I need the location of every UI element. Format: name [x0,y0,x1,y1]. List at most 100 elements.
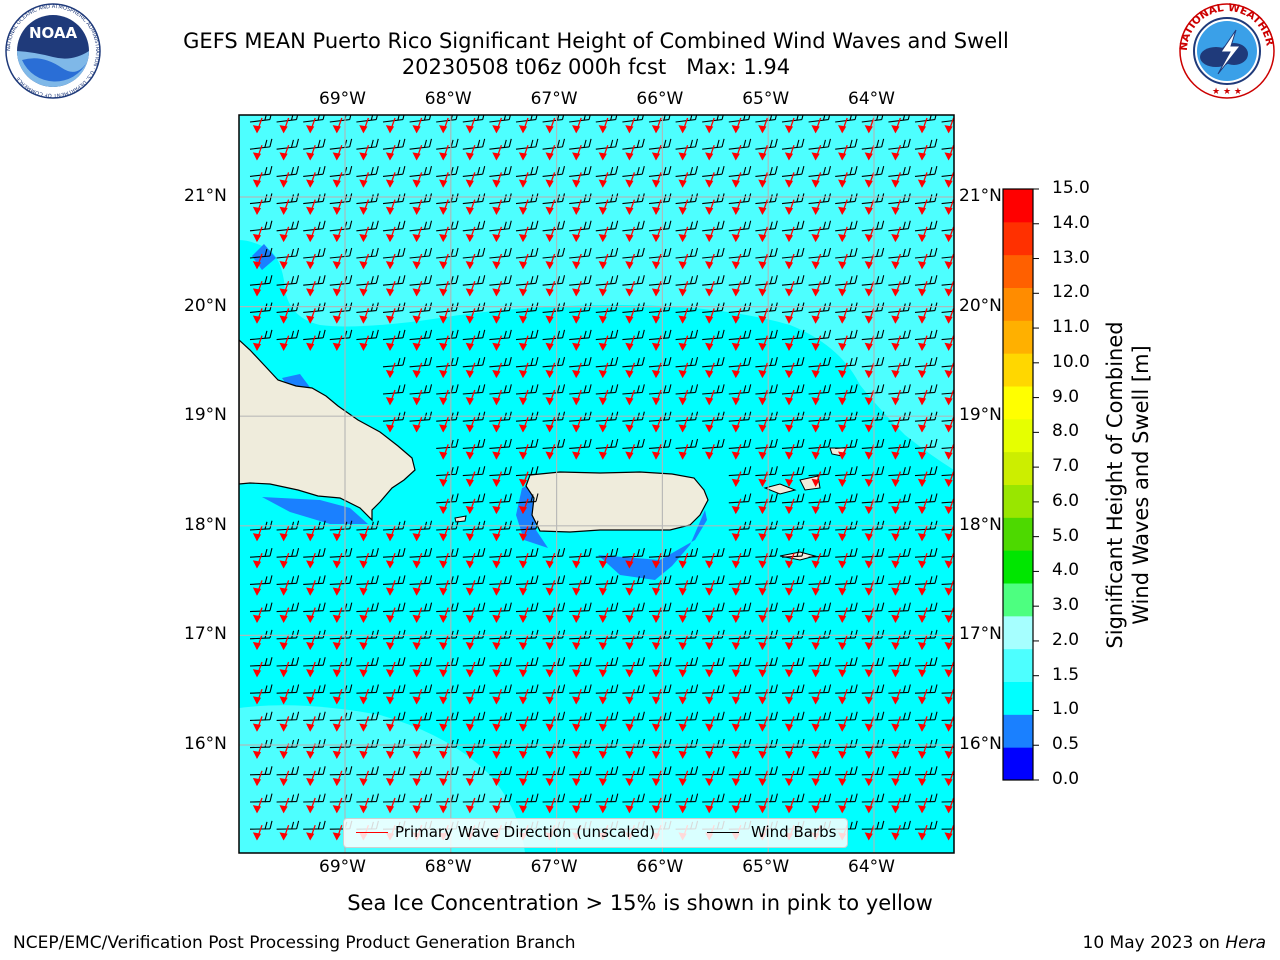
wave-direction-arrow [412,661,423,678]
wind-barb [648,629,672,640]
wind-barb [914,684,938,694]
wind-barb [888,138,911,150]
wave-direction-arrow [838,144,848,161]
wave-direction-arrow [917,471,928,487]
wave-direction-arrow [811,607,822,623]
wind-barb [382,602,406,613]
wind-barb [542,629,566,640]
wave-direction-arrow [332,172,343,188]
wave-direction-arrow [492,498,503,515]
wave-direction-arrow [252,607,263,623]
wave-direction-arrow [838,688,848,705]
wave-direction-arrow [572,117,582,134]
wave-direction-arrow [784,226,795,243]
wave-direction-arrow [598,607,609,623]
wave-direction-arrow [678,661,689,678]
wind-barb [835,547,858,558]
wave-direction-arrow [784,335,795,351]
wave-direction-arrow [332,335,343,351]
wind-barb [515,547,539,558]
wave-direction-arrow [385,280,396,297]
wave-direction-arrow [598,743,609,759]
wind-barb [303,629,326,640]
wave-direction-arrow [465,580,476,596]
wave-direction-arrow [864,716,875,732]
wave-direction-arrow [465,253,476,270]
wave-direction-arrow [944,253,954,270]
wave-direction-arrow [917,607,928,623]
wave-direction-arrow [252,580,263,596]
wind-barb [569,629,592,640]
wind-barb [249,220,273,232]
longitude-label-top: 69°W [319,89,366,109]
wave-direction-arrow [598,661,609,678]
wind-barb [249,629,273,640]
wave-direction-arrow [439,770,449,787]
wave-direction-arrow [545,552,556,569]
wave-direction-arrow [439,525,449,542]
wave-direction-arrow [705,280,715,297]
wave-direction-arrow [252,172,263,188]
wave-direction-arrow [598,634,609,651]
wave-direction-arrow [944,525,954,542]
wave-direction-arrow [598,226,609,243]
wave-direction-arrow [731,117,742,134]
wind-barb [276,220,300,232]
wave-direction-arrow [439,498,449,515]
latitude-label-right: 17°N [959,624,1002,645]
latitude-label-left: 18°N [184,514,227,535]
wave-direction-arrow [731,688,742,705]
wave-direction-arrow [279,117,290,134]
wind-barb [835,220,858,232]
wind-barb [781,466,805,477]
wave-direction-arrow [944,634,954,651]
wind-barb [888,247,911,259]
wind-barb [489,166,512,177]
wind-barb [515,438,539,449]
wave-direction-arrow [705,743,715,759]
wind-barb [835,493,858,504]
wave-direction-arrow [944,280,954,297]
wave-direction-arrow [731,525,742,542]
wave-direction-arrow [891,688,902,705]
wave-direction-arrow [678,253,689,270]
wave-direction-arrow [545,389,556,406]
wave-direction-arrow [891,172,902,188]
wind-barb [622,329,645,341]
wave-direction-arrow [678,226,689,243]
wave-direction-arrow [412,552,423,569]
wave-direction-arrow [279,770,290,787]
noaa-text: NOAA [29,24,78,42]
wave-direction-arrow [891,525,902,542]
wave-direction-arrow [731,253,742,270]
wave-direction-arrow [518,716,529,732]
wave-direction-arrow [891,308,902,324]
wave-direction-arrow [465,471,476,487]
wind-barb [835,657,858,667]
wave-direction-arrow [811,688,822,705]
wave-direction-arrow [784,743,795,759]
wind-barb [914,275,938,286]
wind-barb [835,247,858,259]
wave-direction-arrow [891,444,902,460]
longitude-label-top: 64°W [848,89,895,109]
wave-direction-arrow [545,199,556,215]
wave-direction-arrow [279,199,290,215]
wind-barb [808,493,832,504]
wind-barb [861,138,885,150]
colorbar-tick-label: 14.0 [1052,212,1090,233]
wind-barb [489,629,512,640]
wave-direction-arrow [518,416,529,433]
wave-direction-arrow [412,716,423,732]
wave-direction-arrow [598,416,609,433]
wave-direction-arrow [731,308,742,324]
wind-barb [781,220,805,232]
wave-direction-arrow [492,743,503,759]
wave-direction-arrow [572,552,582,569]
wave-direction-arrow [891,634,902,651]
wind-barb [436,684,459,694]
wave-direction-arrow [439,471,449,487]
wind-barb [436,466,459,477]
wave-direction-arrow [359,688,370,705]
wave-direction-arrow [279,253,290,270]
